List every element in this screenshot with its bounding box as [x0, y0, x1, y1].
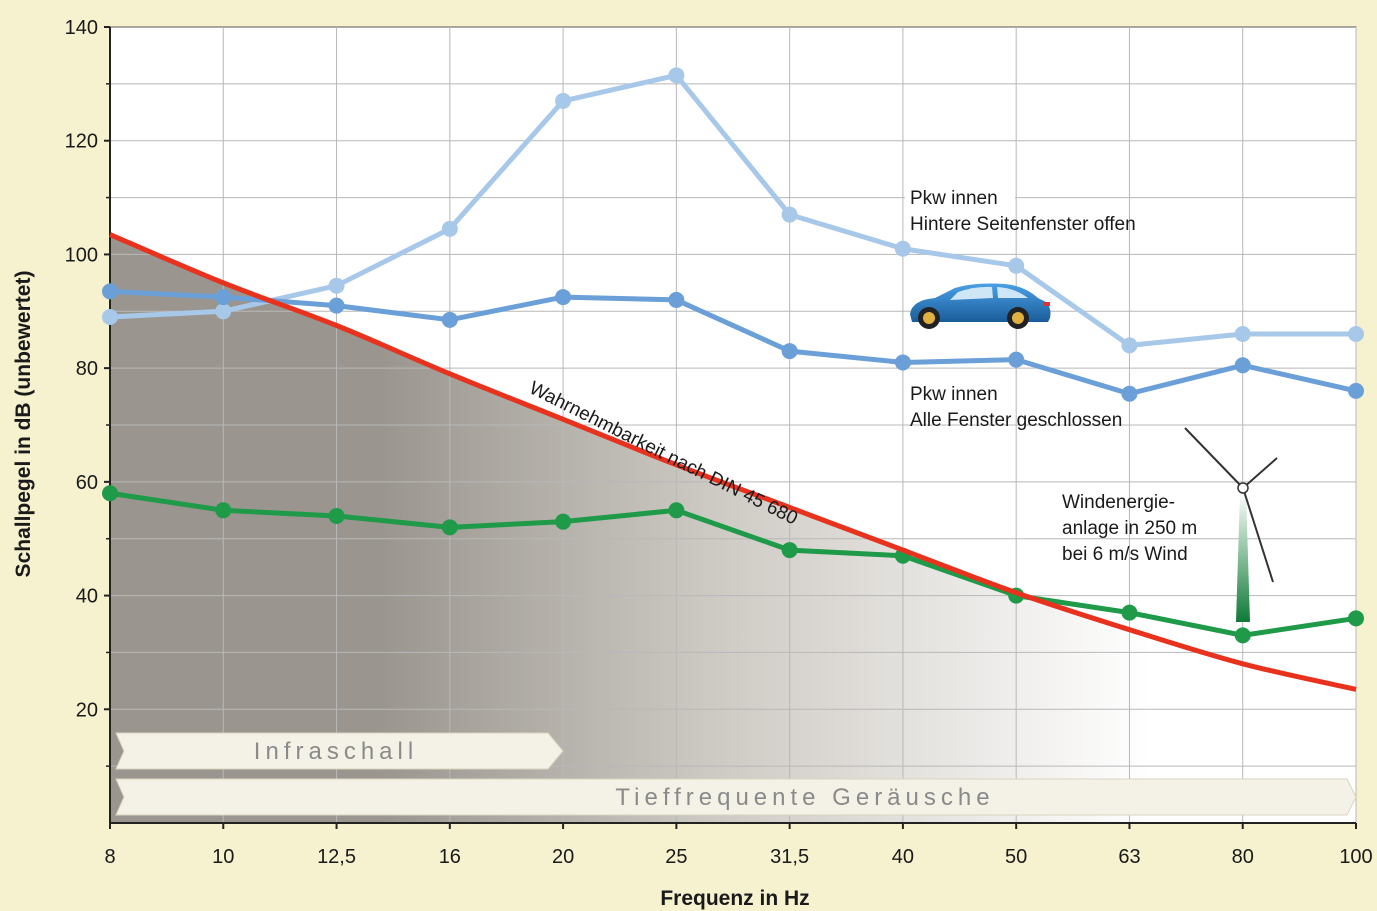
- band-tieffrequent: Tieffrequente Geräusche: [115, 778, 1357, 816]
- series-point-2-6: [781, 542, 798, 559]
- series-point-2-0: [102, 485, 118, 502]
- series-point-1-1: [215, 289, 232, 306]
- series-point-0-5: [668, 67, 685, 84]
- series-point-1-3: [441, 311, 458, 328]
- series-line-1: [109, 288, 1357, 397]
- car-icon: [910, 283, 1051, 329]
- series-2: [102, 485, 1364, 644]
- series-point-2-3: [441, 519, 458, 536]
- series-point-1-7: [894, 354, 911, 371]
- annotation-wind: Windenergie- anlage in 250 m bei 6 m/s W…: [1062, 492, 1197, 565]
- wind-turbine-icon: [1184, 427, 1278, 622]
- annotation-car-open: Pkw innen Hintere Seitenfenster offen: [905, 186, 1136, 235]
- y-tick-label: 80: [76, 358, 98, 380]
- series-point-0-4: [555, 92, 572, 109]
- series-1: [102, 283, 1364, 402]
- x-tick-label: 100: [1339, 846, 1372, 868]
- band-infraschall: Infraschall: [115, 732, 564, 770]
- annotation-car-closed-line2: Alle Fenster geschlossen: [910, 410, 1122, 431]
- series-layer: [102, 67, 1364, 692]
- series-point-1-6: [781, 343, 798, 360]
- y-tick-labels: 20 40 60 80 100 120 140: [65, 17, 110, 767]
- x-tick-label: 63: [1118, 846, 1140, 868]
- annotation-wind-line3: bei 6 m/s Wind: [1062, 544, 1188, 565]
- series-point-0-8: [1008, 257, 1025, 274]
- series-point-1-11: [1348, 382, 1364, 399]
- series-point-0-10: [1234, 326, 1251, 343]
- x-tick-label: 10: [212, 846, 234, 868]
- series-point-0-1: [215, 303, 232, 320]
- x-tick-label: 50: [1005, 846, 1027, 868]
- series-line-0: [109, 72, 1356, 348]
- y-tick-label: 100: [65, 244, 98, 266]
- y-tick-label: 140: [65, 17, 98, 39]
- x-tick-labels: 8 10 12,5 16 20 25 31,5 40 50 63 80 100: [104, 823, 1373, 868]
- band-tieffrequent-label: Tieffrequente Geräusche: [615, 784, 994, 811]
- x-tick-label: 16: [439, 846, 461, 868]
- series-point-0-3: [441, 220, 458, 237]
- annotation-wind-line2: anlage in 250 m: [1062, 518, 1197, 539]
- x-tick-label: 8: [104, 846, 115, 868]
- series-0: [102, 67, 1364, 354]
- threshold-line: [109, 232, 1357, 692]
- series-point-1-4: [555, 289, 572, 306]
- series-point-1-5: [668, 291, 685, 308]
- band-infraschall-label: Infraschall: [254, 738, 418, 765]
- series-point-2-10: [1234, 627, 1251, 644]
- series-point-2-4: [555, 513, 572, 530]
- y-tick-label: 120: [65, 131, 98, 153]
- x-tick-label: 25: [665, 846, 687, 868]
- x-tick-label: 31,5: [770, 846, 809, 868]
- series-point-0-7: [894, 240, 911, 257]
- series-point-1-2: [328, 297, 345, 314]
- series-line-2: [109, 490, 1357, 638]
- x-tick-label: 40: [892, 846, 914, 868]
- series-point-1-0: [102, 283, 118, 300]
- annotation-car-open-line2: Hintere Seitenfenster offen: [910, 214, 1136, 235]
- series-point-2-11: [1348, 610, 1364, 627]
- y-tick-label: 20: [76, 699, 98, 721]
- series-point-0-11: [1348, 326, 1364, 343]
- series-point-2-1: [215, 502, 232, 519]
- x-tick-label: 80: [1232, 846, 1254, 868]
- series-point-0-0: [102, 308, 118, 325]
- y-axis-title: Schallpegel in dB (unbewertet): [12, 271, 35, 578]
- series-point-0-9: [1121, 337, 1138, 354]
- x-tick-label: 20: [552, 846, 574, 868]
- y-tick-label: 40: [76, 586, 98, 608]
- series-point-0-6: [781, 206, 798, 223]
- annotation-car-closed-line1: Pkw innen: [910, 384, 998, 405]
- series-point-1-8: [1008, 351, 1025, 368]
- y-tick-label: 60: [76, 472, 98, 494]
- series-point-2-5: [668, 502, 685, 519]
- annotation-wind-line1: Windenergie-: [1062, 492, 1175, 513]
- series-point-2-9: [1121, 604, 1138, 621]
- annotation-car-closed: Pkw innen Alle Fenster geschlossen: [910, 384, 1122, 431]
- series-point-1-9: [1121, 385, 1138, 402]
- x-tick-label: 12,5: [317, 846, 356, 868]
- series-point-1-10: [1234, 357, 1251, 374]
- grid-lines: [110, 27, 1357, 823]
- series-point-0-2: [328, 277, 345, 294]
- series-point-2-2: [328, 507, 345, 524]
- annotation-car-open-line1: Pkw innen: [910, 188, 998, 209]
- x-axis-title: Frequenz in Hz: [660, 887, 809, 910]
